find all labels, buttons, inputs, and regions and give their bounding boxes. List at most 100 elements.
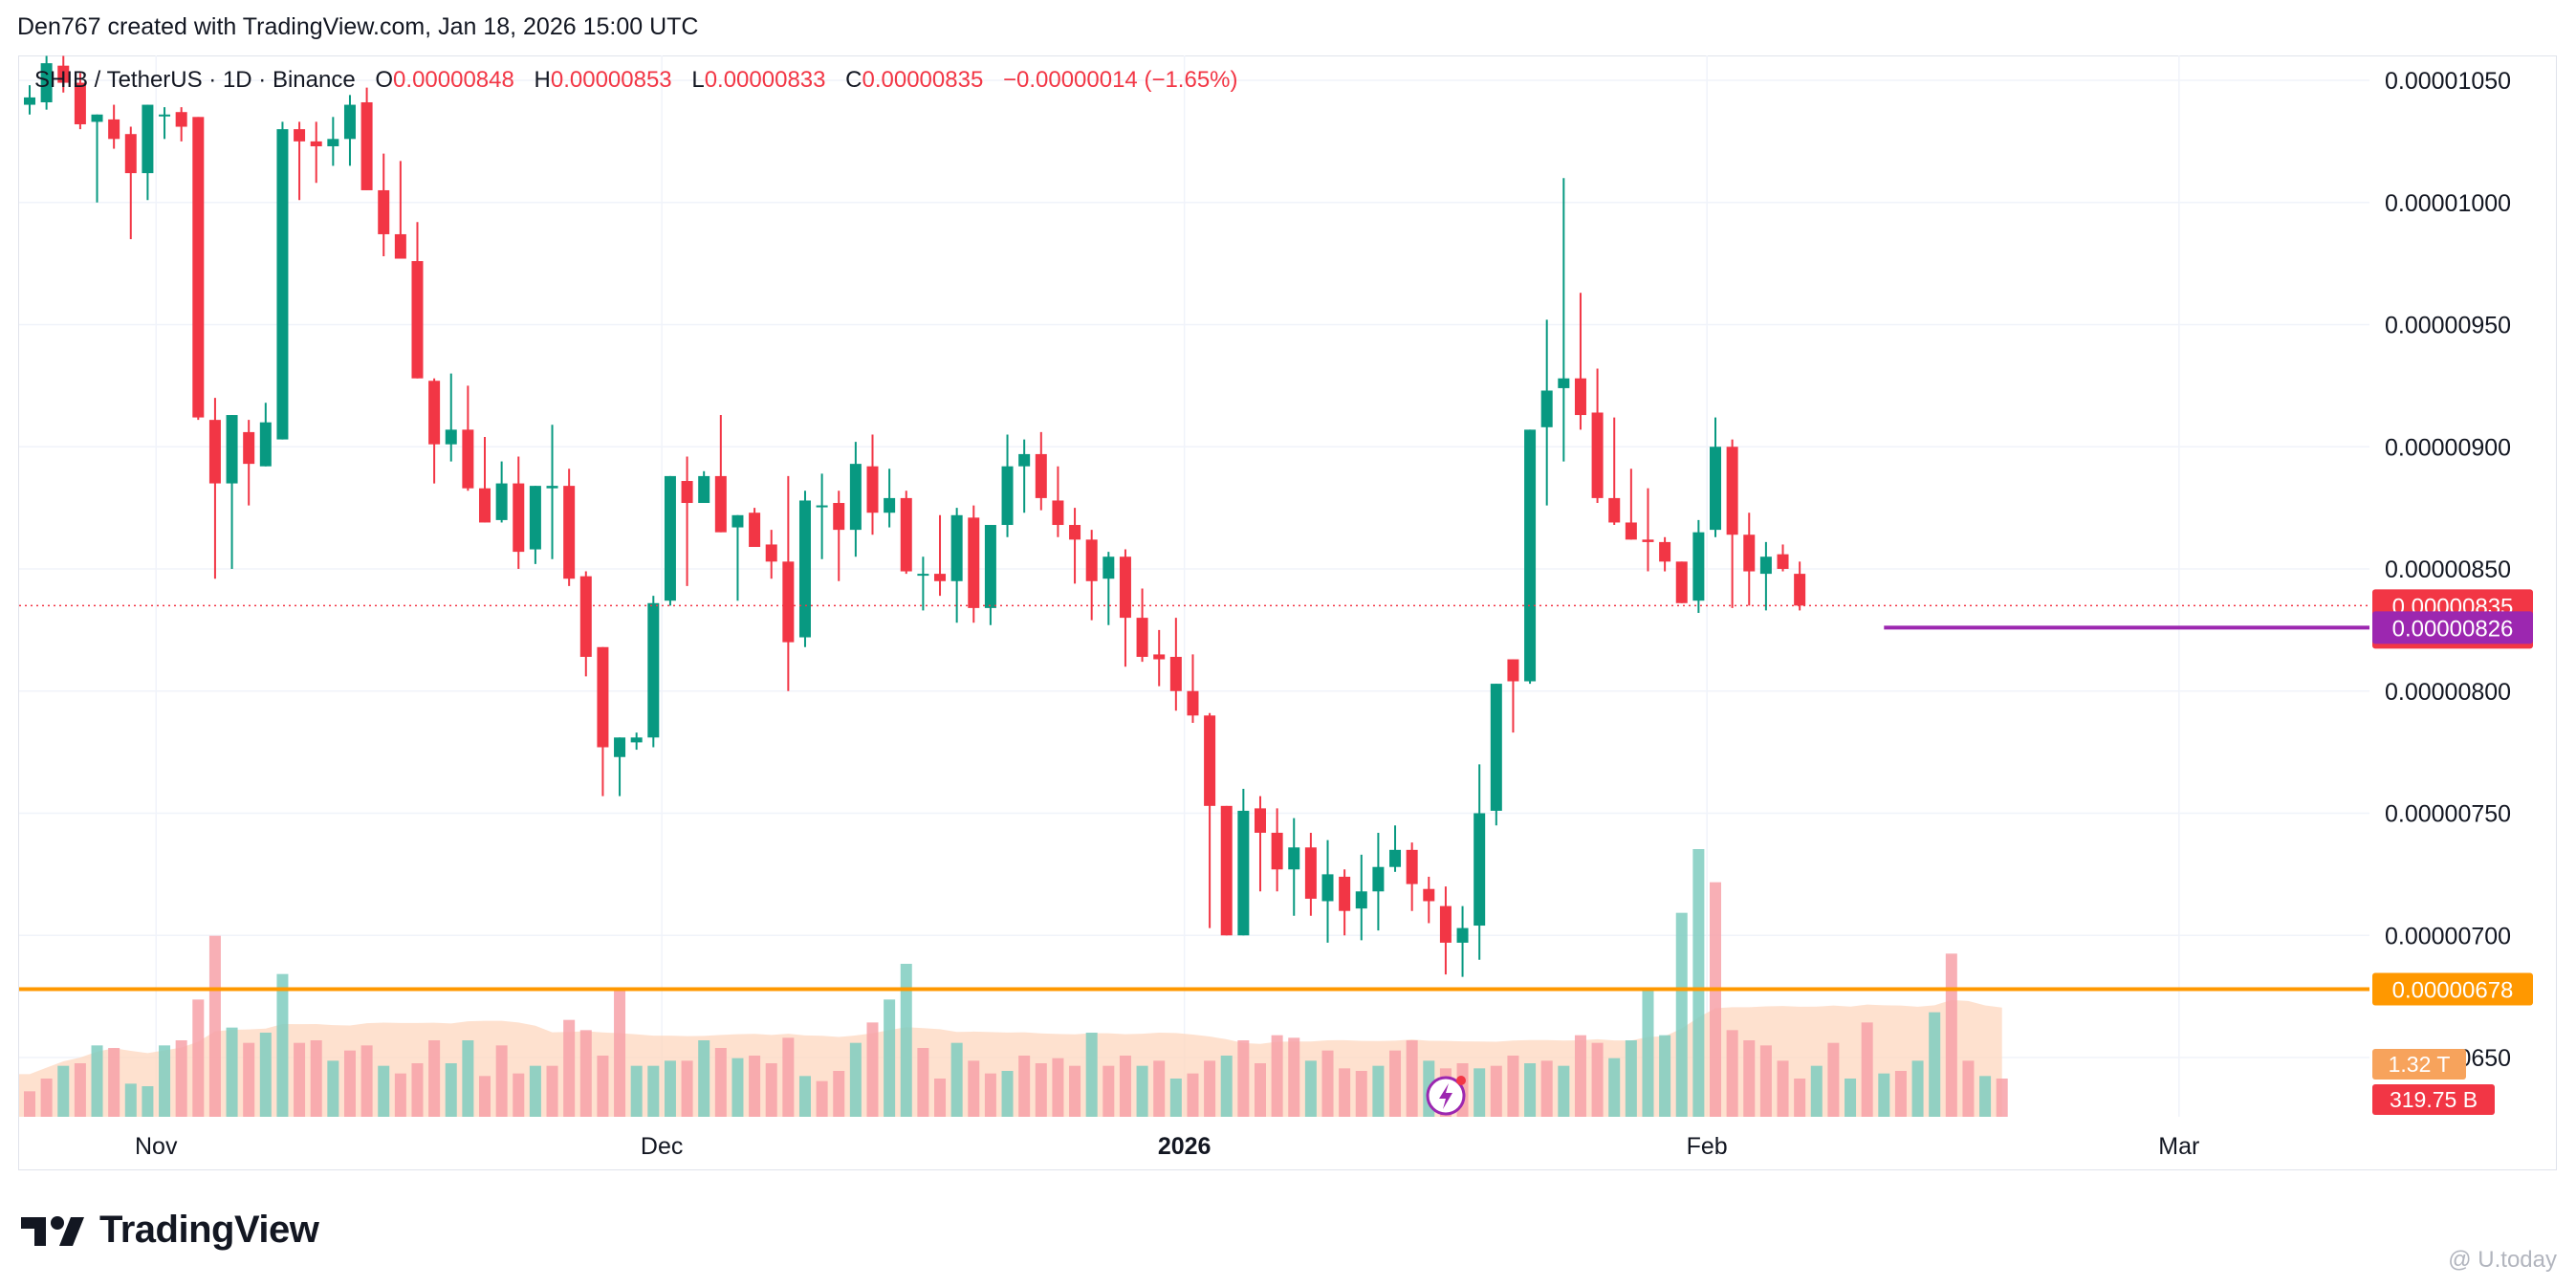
candle-body bbox=[984, 525, 996, 608]
candle-body bbox=[360, 101, 373, 190]
volume-bar bbox=[1187, 1073, 1199, 1117]
candle-body bbox=[243, 431, 255, 465]
candle-body bbox=[1439, 905, 1452, 943]
candles bbox=[24, 55, 1806, 977]
volume-bar bbox=[1339, 1068, 1351, 1117]
candle-body bbox=[647, 602, 660, 738]
volume-bar bbox=[1119, 1056, 1131, 1117]
candle-body bbox=[731, 514, 744, 528]
legend-open-label: O bbox=[375, 67, 394, 93]
volume-bar bbox=[513, 1073, 525, 1117]
volume-bar bbox=[1558, 1065, 1570, 1117]
legend-close-value: 0.00000835 bbox=[862, 67, 984, 93]
candle-body bbox=[192, 117, 205, 418]
candle-body bbox=[1474, 813, 1486, 927]
volume-bar bbox=[1524, 1063, 1537, 1117]
volume-bar bbox=[579, 1030, 592, 1117]
volume-bar bbox=[1271, 1035, 1283, 1117]
candle-body bbox=[1237, 810, 1250, 936]
volume-bar bbox=[1591, 1042, 1604, 1117]
candle-body bbox=[630, 737, 643, 743]
candle-body bbox=[1220, 805, 1233, 936]
candle-body bbox=[849, 464, 862, 531]
replay-icon[interactable] bbox=[1426, 1076, 1466, 1116]
volume-bar bbox=[1204, 1060, 1216, 1117]
volume-bar bbox=[1845, 1079, 1857, 1117]
volume-bar bbox=[1490, 1065, 1502, 1117]
candle-body bbox=[1153, 654, 1166, 660]
candle-body bbox=[462, 429, 474, 489]
candle-body bbox=[445, 429, 457, 445]
volume-bar bbox=[1069, 1065, 1081, 1117]
price-label-bg bbox=[2372, 611, 2533, 644]
volume-bar bbox=[1675, 912, 1688, 1117]
volume-bar bbox=[428, 1040, 441, 1117]
candle-body bbox=[40, 63, 53, 102]
volume-bar bbox=[765, 1063, 777, 1117]
volume-bar bbox=[327, 1060, 339, 1117]
candle-body bbox=[1710, 447, 1721, 531]
volume-bar bbox=[849, 1042, 862, 1117]
x-tick-label: Nov bbox=[135, 1133, 178, 1160]
legend-change-value: −0.00000014 (−1.65%) bbox=[1002, 67, 1238, 93]
legend-high-label: H bbox=[534, 67, 551, 93]
notification-dot bbox=[1456, 1076, 1466, 1085]
tradingview-logo-text: TradingView bbox=[99, 1209, 319, 1251]
volume-bar bbox=[276, 973, 289, 1117]
y-tick-label: 0.00000700 bbox=[2385, 923, 2511, 949]
volume-bar bbox=[749, 1056, 761, 1117]
volume-bar bbox=[1474, 1068, 1486, 1117]
volume-bar bbox=[1102, 1065, 1115, 1117]
legend-high-value: 0.00000853 bbox=[550, 67, 672, 93]
x-tick-label: 2026 bbox=[1158, 1133, 1212, 1160]
candle-body bbox=[1389, 849, 1402, 867]
candle-body bbox=[563, 486, 576, 579]
candle-body bbox=[327, 139, 339, 146]
candle-body bbox=[866, 466, 879, 513]
volume-bar bbox=[343, 1050, 356, 1117]
volume-bar bbox=[378, 1065, 390, 1117]
candle-body bbox=[343, 104, 356, 140]
tradingview-logo[interactable]: TradingView bbox=[21, 1209, 319, 1252]
volume-bar bbox=[1153, 1060, 1166, 1117]
candle-body bbox=[428, 381, 441, 445]
candle-body bbox=[294, 129, 306, 142]
candle-body bbox=[226, 415, 238, 484]
volume-bar bbox=[698, 1040, 710, 1117]
volume-bar bbox=[1507, 1056, 1519, 1117]
candle-body bbox=[698, 475, 710, 504]
candle-body bbox=[1069, 525, 1081, 540]
candle-body bbox=[917, 574, 929, 577]
volume-bar bbox=[226, 1027, 238, 1117]
lightning-icon bbox=[1439, 1083, 1452, 1109]
volume-bar bbox=[1304, 1060, 1317, 1117]
legend-low-value: 0.00000833 bbox=[704, 67, 826, 93]
volume-bar bbox=[1321, 1050, 1334, 1117]
candle-body bbox=[1254, 808, 1266, 833]
x-axis: Nov Dec 2026 Feb Mar bbox=[135, 1133, 2199, 1160]
volume-bar bbox=[782, 1037, 795, 1117]
volume-bar bbox=[1710, 882, 1721, 1117]
candle-body bbox=[681, 481, 693, 504]
candle-body bbox=[816, 505, 828, 508]
candle-body bbox=[1339, 876, 1351, 911]
x-tick-label: Dec bbox=[641, 1133, 683, 1160]
candle-body bbox=[1642, 539, 1654, 542]
legend-symbol[interactable]: SHIB / TetherUS · 1D · Binance bbox=[34, 67, 356, 93]
volume-bar bbox=[1540, 1060, 1553, 1117]
volume-bar bbox=[1406, 1040, 1418, 1117]
candle-body bbox=[1743, 534, 1756, 572]
candle-body bbox=[1187, 690, 1199, 716]
volume-bar bbox=[1962, 1060, 1975, 1117]
volume-bar bbox=[294, 1042, 306, 1117]
candle-body bbox=[614, 737, 626, 757]
candle-body bbox=[546, 486, 558, 489]
volume-bar bbox=[479, 1076, 491, 1117]
price-labels: 0.0000083508:59:450.000008260.000006781.… bbox=[2372, 589, 2533, 1115]
candle-body bbox=[1675, 561, 1688, 603]
y-tick-label: 0.00001050 bbox=[2385, 68, 2511, 95]
volume-bar bbox=[1911, 1060, 1924, 1117]
candle-body bbox=[765, 544, 777, 562]
volume-bar bbox=[208, 935, 221, 1117]
